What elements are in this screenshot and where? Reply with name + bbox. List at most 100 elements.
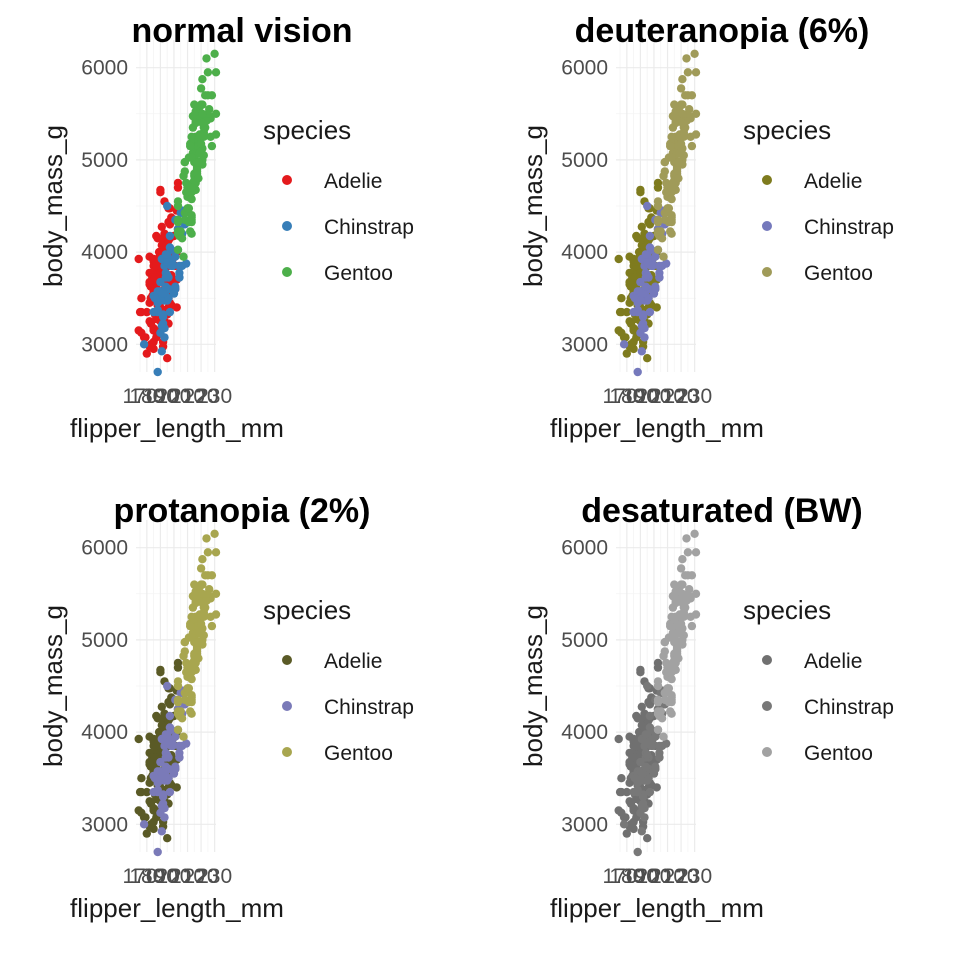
data-point-chinstrap (637, 827, 646, 836)
legend-key-adelie (762, 175, 772, 185)
x-tick-label: 210 (650, 385, 685, 408)
data-point-gentoo (192, 164, 202, 174)
x-tick-label: 170 (602, 865, 637, 888)
data-point-adelie (137, 774, 146, 783)
data-point-gentoo (187, 194, 196, 204)
y-tick-label: 6000 (561, 57, 608, 80)
x-tick-label: 200 (156, 865, 191, 888)
data-point-gentoo (207, 571, 217, 580)
data-point-chinstrap (175, 261, 184, 271)
legend-key-chinstrap (282, 221, 292, 231)
data-point-adelie (621, 813, 630, 822)
x-tick-label: 210 (170, 865, 205, 888)
data-point-adelie (163, 354, 172, 363)
x-tick-label: 180 (609, 385, 644, 408)
data-point-gentoo (201, 571, 210, 580)
data-point-gentoo (690, 529, 699, 538)
x-tick-label: 220 (664, 865, 699, 888)
legend: species Adelie Chinstrap Gentoo (263, 595, 414, 765)
data-point-gentoo (672, 164, 682, 174)
data-point-adelie (172, 303, 181, 312)
data-point-gentoo (653, 217, 663, 227)
data-point-gentoo (196, 619, 206, 628)
data-point-adelie (134, 326, 143, 335)
data-point-chinstrap (157, 321, 166, 331)
data-point-gentoo (691, 548, 701, 557)
data-point-gentoo (678, 109, 687, 119)
legend-key-adelie (282, 175, 292, 185)
data-point-gentoo (666, 227, 675, 236)
data-point-gentoo (660, 158, 669, 167)
data-point-adelie (141, 333, 150, 342)
data-point-gentoo (196, 84, 206, 93)
x-tick-label: 220 (184, 865, 219, 888)
x-tick-label: 210 (650, 865, 685, 888)
data-point-gentoo (681, 91, 690, 100)
data-point-adelie (142, 349, 151, 358)
data-point-adelie (134, 806, 143, 815)
data-point-adelie (152, 314, 161, 324)
data-point-chinstrap (641, 730, 650, 739)
data-point-chinstrap (158, 769, 168, 778)
data-point-gentoo (674, 158, 683, 167)
data-point-gentoo (186, 227, 195, 236)
legend-label-gentoo: Gentoo (324, 262, 393, 285)
data-point-gentoo (667, 674, 676, 684)
data-point-gentoo (207, 91, 217, 100)
data-point-adelie (142, 787, 151, 797)
legend-label-gentoo: Gentoo (324, 742, 393, 765)
y-tick-label: 5000 (561, 149, 608, 172)
data-point-chinstrap (161, 762, 170, 771)
data-point-gentoo (668, 591, 678, 601)
x-tick-label: 170 (122, 865, 157, 888)
x-tick-label: 190 (623, 865, 658, 888)
data-point-chinstrap (643, 201, 652, 211)
data-point-gentoo (671, 118, 680, 128)
data-point-gentoo (207, 621, 217, 631)
data-point-gentoo (184, 684, 194, 693)
data-point-chinstrap (167, 261, 176, 271)
data-point-chinstrap (637, 347, 646, 356)
data-point-gentoo (659, 252, 668, 261)
data-point-adelie (643, 354, 652, 363)
data-point-gentoo (675, 148, 684, 158)
data-point-gentoo (179, 252, 188, 261)
data-point-chinstrap (171, 282, 180, 291)
data-point-chinstrap (163, 681, 172, 691)
legend-label-chinstrap: Chinstrap (804, 696, 894, 719)
data-point-adelie (153, 234, 162, 243)
data-point-gentoo (683, 548, 693, 557)
data-point-chinstrap (175, 741, 184, 751)
data-point-adelie (629, 324, 638, 333)
data-point-chinstrap (163, 751, 172, 760)
legend-label-gentoo: Gentoo (804, 262, 873, 285)
data-point-gentoo (653, 697, 663, 707)
data-point-chinstrap (153, 778, 162, 787)
data-point-gentoo (201, 91, 210, 100)
data-point-adelie (643, 834, 652, 843)
data-point-adelie (636, 665, 645, 675)
data-point-chinstrap (161, 282, 170, 291)
data-point-adelie (149, 734, 158, 744)
data-point-gentoo (195, 628, 204, 638)
legend-label-chinstrap: Chinstrap (324, 216, 414, 239)
data-point-gentoo (173, 245, 183, 254)
data-point-chinstrap (163, 271, 172, 280)
x-tick-label: 200 (636, 865, 671, 888)
data-point-gentoo (199, 612, 208, 621)
y-tick-label: 3000 (81, 813, 128, 836)
data-point-adelie (636, 185, 645, 195)
data-point-gentoo (672, 644, 682, 654)
data-point-adelie (614, 806, 623, 815)
data-point-gentoo (682, 534, 691, 543)
data-point-gentoo (173, 217, 183, 227)
data-point-gentoo (176, 227, 185, 236)
data-point-gentoo (184, 204, 194, 213)
y-tick-label: 4000 (81, 241, 128, 264)
x-axis-title: flipper_length_mm (550, 893, 764, 923)
data-point-adelie (653, 183, 663, 192)
data-point-gentoo (668, 111, 678, 121)
y-tick-label: 4000 (561, 721, 608, 744)
data-point-adelie (153, 714, 162, 723)
